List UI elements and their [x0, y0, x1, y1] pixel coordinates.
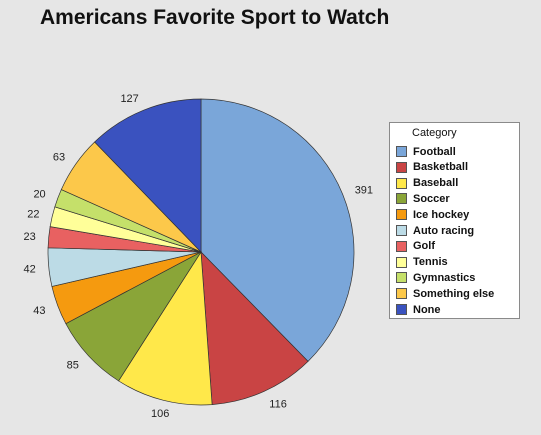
legend-swatch: [396, 161, 407, 173]
legend-item-soccer: Soccer: [396, 192, 450, 205]
legend-label: Ice hockey: [413, 208, 470, 221]
legend-item-ice-hockey: Ice hockey: [396, 208, 469, 221]
legend-swatch: [396, 240, 407, 252]
chart-title: Americans Favorite Sport to Watch: [40, 6, 390, 29]
slice-value-label: 63: [53, 152, 65, 164]
legend-swatch: [396, 225, 407, 236]
pie-slice-football: [200, 98, 355, 362]
pie-slice-basketball: [200, 251, 309, 405]
slice-value-label: 85: [67, 360, 79, 372]
slice-value-label: 391: [355, 184, 373, 196]
slice-value-label: 116: [269, 398, 287, 410]
legend-item-gymnastics: Gymnastics: [396, 271, 475, 284]
legend-item-none: None: [396, 303, 441, 316]
legend-item-tennis: Tennis: [396, 256, 448, 269]
slice-value-label: 42: [24, 264, 36, 276]
pie-slice-baseball: [118, 250, 213, 406]
legend-swatch: [396, 304, 407, 315]
legend-label: Golf: [413, 240, 435, 253]
legend-label: Auto racing: [413, 224, 475, 237]
legend-label: Something else: [413, 287, 495, 300]
pie-slice-none: [94, 98, 202, 253]
slice-value-label: 22: [27, 209, 39, 221]
legend-swatch: [396, 193, 407, 205]
slice-value-label: 20: [33, 189, 45, 201]
slice-value-label: 23: [24, 231, 36, 243]
legend-swatch: [396, 288, 407, 300]
legend-swatch: [396, 209, 407, 221]
legend-swatch: [396, 272, 407, 284]
legend-item-auto-racing: Auto racing: [396, 224, 474, 237]
slice-value-label: 106: [151, 408, 169, 420]
legend-label: Baseball: [413, 177, 459, 190]
legend-item-golf: Golf: [396, 240, 435, 253]
legend-item-football: Football: [396, 145, 456, 158]
legend-item-basketball: Basketball: [396, 161, 468, 174]
legend-label: Soccer: [413, 192, 450, 205]
slice-value-label: 127: [120, 93, 138, 105]
legend-item-baseball: Baseball: [396, 177, 458, 190]
legend-label: Gymnastics: [413, 271, 476, 284]
slice-value-label: 43: [33, 305, 45, 317]
legend-swatch: [396, 256, 407, 268]
legend-title: Category: [412, 127, 457, 139]
legend-label: None: [413, 303, 441, 316]
legend: Category Football Basketball Baseball Socce…: [389, 122, 520, 319]
legend-label: Tennis: [413, 256, 448, 269]
legend-label: Basketball: [413, 161, 469, 174]
legend-swatch: [396, 146, 407, 157]
legend-item-something-else: Something else: [396, 287, 494, 300]
legend-swatch: [396, 177, 407, 189]
legend-label: Football: [413, 145, 456, 158]
